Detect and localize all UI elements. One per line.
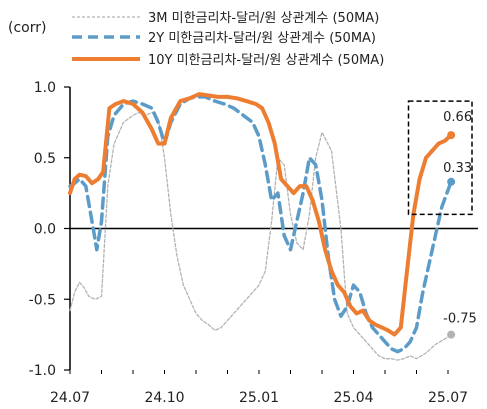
- annotations: 0.66 0.33 -0.75: [407, 100, 477, 339]
- legend-label-10y: 10Y 미한금리차-달러/원 상관계수 (50MA): [148, 53, 384, 68]
- end-label-2y: 0.33: [443, 161, 472, 176]
- y-tick-label: -1.0: [29, 363, 56, 379]
- legend: 3M 미한금리차-달러/원 상관계수 (50MA) 2Y 미한금리차-달러/원 상…: [72, 11, 384, 68]
- x-tick-label: 25.04: [333, 390, 373, 406]
- x-tick-label: 24.07: [50, 390, 90, 406]
- series-group: [68, 92, 454, 361]
- y-tick-label: 0.5: [34, 151, 56, 167]
- y-axis-label: (corr): [8, 20, 46, 36]
- y-tick-label: -0.5: [29, 292, 56, 308]
- x-tick-label: 25.01: [239, 390, 279, 406]
- series-line-3m: [69, 111, 452, 361]
- end-marker-3m: [447, 330, 456, 339]
- x-tick-label: 24.10: [144, 390, 184, 406]
- end-label-3m: -0.75: [443, 312, 477, 327]
- y-tick-label: 1.0: [34, 80, 56, 96]
- legend-label-3m: 3M 미한금리차-달러/원 상관계수 (50MA): [148, 11, 379, 26]
- highlight-box: [407, 100, 473, 216]
- legend-label-2y: 2Y 미한금리차-달러/원 상관계수 (50MA): [148, 31, 376, 46]
- end-label-10y: 0.66: [443, 110, 472, 125]
- series-line-2y: [68, 95, 453, 354]
- series-line-10y: [68, 92, 454, 337]
- end-marker-2y: [447, 177, 456, 186]
- end-marker-10y: [447, 131, 456, 140]
- y-tick-label: 0.0: [34, 222, 56, 238]
- x-tick-label: 25.07: [428, 390, 468, 406]
